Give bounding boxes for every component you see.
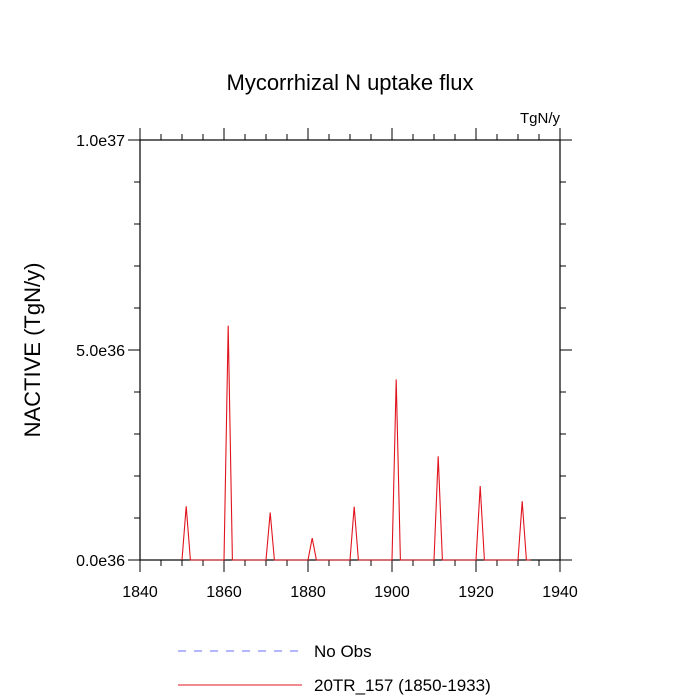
x-tick-label: 1840: [122, 584, 158, 601]
x-tick-label: 1940: [542, 584, 578, 601]
y-tick-label: 0.0e36: [76, 553, 125, 570]
legend-label-0: No Obs: [314, 642, 372, 661]
axis-ticks: [128, 128, 572, 572]
y-axis-label: NACTIVE (TgN/y): [20, 263, 45, 438]
units-label: TgN/y: [520, 110, 561, 127]
y-tick-label: 5.0e36: [76, 343, 125, 360]
axis-tick-labels: 1840 1860 1880 1900 1920 1940 0.0e36 5.0e36 1.0e…: [76, 133, 578, 601]
x-tick-label: 1900: [374, 584, 410, 601]
legend-label-1: 20TR_157 (1850-1933): [314, 676, 491, 695]
series-layer: [181, 325, 531, 561]
x-tick-label: 1860: [206, 584, 242, 601]
plot-frame: [139, 139, 561, 561]
chart-title: Mycorrhizal N uptake flux: [227, 70, 474, 95]
series-line-1: [181, 325, 531, 561]
x-tick-label: 1920: [458, 584, 494, 601]
x-tick-label: 1880: [290, 584, 326, 601]
legend: No Obs 20TR_157 (1850-1933): [178, 642, 491, 695]
y-tick-label: 1.0e37: [76, 133, 125, 150]
